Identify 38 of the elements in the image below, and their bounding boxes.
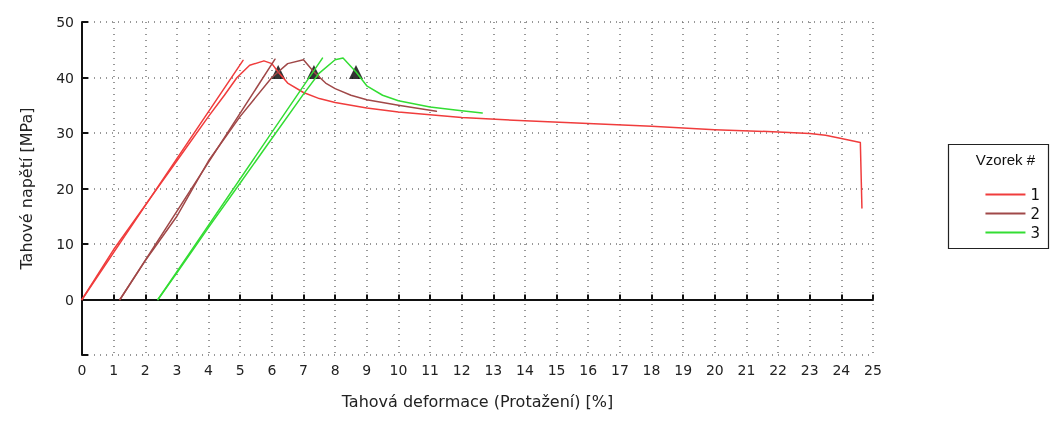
legend-label: 1: [1030, 185, 1040, 204]
x-tick-label: 10: [389, 362, 408, 378]
x-tick-label: 7: [299, 362, 308, 378]
x-tick-label: 11: [421, 362, 439, 378]
x-tick-label: 15: [547, 362, 566, 378]
y-tick-label: 30: [56, 125, 74, 141]
x-tick-label: 14: [516, 362, 534, 378]
x-tick-label: 21: [737, 362, 756, 378]
y-axis-title: Tahové napětí [MPa]: [16, 107, 36, 271]
y-tick-label: 40: [56, 69, 74, 86]
x-tick-label: 0: [77, 362, 87, 378]
x-tick-label: 1: [109, 362, 119, 378]
x-tick-label: 5: [235, 362, 245, 378]
y-tick-label: 10: [56, 236, 74, 252]
x-tick-label: 18: [642, 362, 661, 378]
legend-label: 2: [1030, 204, 1040, 223]
x-tick-label: 3: [172, 362, 182, 378]
x-tick-label: 2: [140, 362, 150, 378]
x-tick-label: 6: [267, 362, 277, 378]
x-tick-label: 22: [769, 362, 787, 378]
x-tick-label: 12: [452, 362, 471, 378]
x-tick-label: 16: [579, 362, 598, 378]
y-tick-label: 50: [56, 14, 74, 30]
x-tick-label: 24: [832, 362, 851, 378]
y-tick-label: 0: [65, 291, 74, 308]
x-tick-label: 25: [864, 362, 882, 378]
x-tick-label: 9: [362, 362, 372, 378]
legend-label: 3: [1030, 223, 1040, 242]
x-tick-label: 13: [484, 362, 503, 378]
x-axis-title: Tahová deformace (Protažení) [%]: [340, 391, 614, 411]
x-tick-label: 4: [204, 362, 214, 378]
x-tick-label: 19: [674, 362, 693, 378]
x-tick-label: 17: [610, 362, 629, 378]
x-tick-label: 23: [800, 362, 819, 378]
x-tick-label: 20: [705, 362, 724, 378]
y-tick-label: 20: [56, 180, 74, 197]
legend-title: Vzorek #: [975, 151, 1036, 168]
x-tick-label: 8: [330, 362, 340, 378]
